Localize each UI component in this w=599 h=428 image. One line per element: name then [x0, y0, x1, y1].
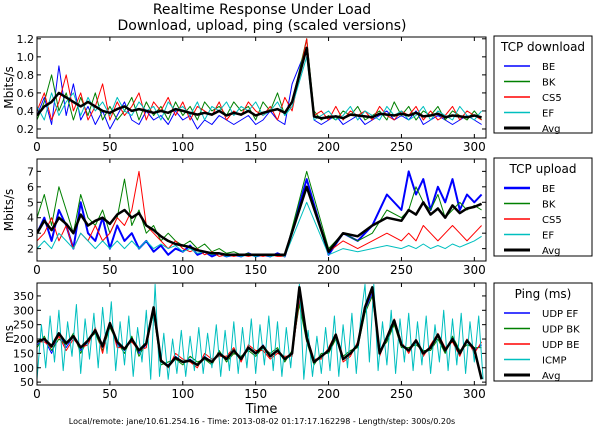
y-tick-label: 4	[27, 212, 34, 225]
legend-entry-bk: BK	[542, 78, 556, 89]
x-tick-label: 250	[390, 263, 413, 277]
legend: Ping (ms) UDP EF UDP BK UDP BE ICMP Avg	[493, 282, 593, 382]
y-tick-label: 3	[27, 227, 34, 240]
legend-entry-udp-bk: UDP BK	[542, 325, 580, 336]
y-tick-label: 0.4	[17, 105, 35, 118]
x-tick-label: 0	[33, 387, 41, 401]
y-tick-label: 5	[27, 196, 34, 209]
legend: TCP upload BE BK CS5 EF Avg	[493, 157, 593, 257]
legend-entry-icmp: ICMP	[542, 356, 567, 367]
download-panel: 0 50 100 150 200 250 300 0.2 0.4 0.6 0.8 1.0 1.2 Mbit…	[2, 33, 593, 154]
upload-panel: 0 50 100 150 200 250 300 2 3 4 5 6 7 Mbits/s TCP uploa…	[2, 157, 593, 277]
chart-title-line-1: Realtime Response Under Load	[153, 2, 371, 18]
x-tick-label: 200	[317, 387, 340, 401]
x-tick-label: 300	[463, 263, 486, 277]
y-tick-label: 100	[13, 362, 34, 375]
legend-title: Ping (ms)	[515, 287, 572, 301]
legend-entry-cs5: CS5	[542, 215, 562, 226]
y-axis-label: Mbits/s	[2, 66, 16, 109]
series-group	[37, 170, 483, 258]
y-tick-label: 200	[13, 333, 34, 346]
series-line-avg	[37, 46, 482, 120]
legend: TCP download BE BK CS5 EF Avg	[493, 35, 593, 135]
legend-box	[493, 282, 593, 382]
series-line-avg	[37, 185, 483, 257]
x-tick-label: 250	[390, 387, 413, 401]
legend-entry-be: BE	[542, 62, 555, 73]
axes-frame	[36, 36, 487, 139]
legend-entry-avg: Avg	[542, 371, 561, 382]
x-tick-label: 50	[102, 263, 117, 277]
series-group	[37, 283, 484, 380]
y-tick-label: 250	[13, 319, 34, 332]
x-tick-label: 150	[244, 140, 267, 154]
y-tick-label: 1.2	[17, 33, 35, 46]
series-group	[37, 38, 482, 130]
x-tick-label: 100	[171, 387, 194, 401]
legend-entry-avg: Avg	[542, 246, 561, 257]
legend-box	[493, 35, 593, 134]
legend-entry-ef: EF	[542, 109, 554, 120]
series-line-icmp	[37, 283, 484, 380]
y-tick-label: 50	[20, 376, 34, 389]
y-tick-label: 300	[13, 304, 34, 317]
series-line-bk	[37, 38, 482, 121]
legend-entry-avg: Avg	[542, 124, 561, 135]
x-tick-label: 100	[171, 263, 194, 277]
legend-title: TCP upload	[509, 162, 577, 176]
series-line-ef	[37, 56, 482, 121]
x-tick-label: 300	[463, 140, 486, 154]
series-line-udp-bk	[37, 295, 482, 366]
axes-frame	[36, 158, 487, 262]
legend-entry-bk: BK	[542, 200, 556, 211]
x-tick-label: 250	[390, 140, 413, 154]
y-tick-label: 7	[27, 165, 34, 178]
y-tick-label: 350	[13, 290, 34, 303]
x-tick-label: 50	[102, 387, 117, 401]
x-tick-label: 300	[463, 387, 486, 401]
series-line-ef	[37, 201, 482, 257]
ping-panel: 0 50 100 150 200 250 30050100150200250300350ms…	[2, 282, 593, 417]
x-tick-label: 0	[33, 263, 41, 277]
legend-entry-ef: EF	[542, 231, 554, 242]
x-tick-label: 200	[317, 140, 340, 154]
x-tick-label: 150	[244, 387, 267, 401]
x-tick-label: 100	[171, 140, 194, 154]
legend-entry-be: BE	[542, 184, 555, 195]
legend-title: TCP download	[500, 40, 585, 54]
footer-info: Local/remote: jane/10.61.254.16 - Time: …	[69, 417, 455, 426]
x-tick-label: 200	[317, 263, 340, 277]
y-axis-label: ms	[2, 325, 16, 343]
chart-title-line-2: Download, upload, ping (scaled versions)	[118, 18, 407, 34]
y-tick-label: 150	[13, 347, 34, 360]
axes-frame	[36, 282, 487, 386]
y-tick-label: 2	[27, 243, 34, 256]
x-tick-label: 0	[33, 140, 41, 154]
x-tick-label: 50	[102, 140, 117, 154]
y-axis-label: Mbits/s	[2, 189, 16, 232]
series-line-bk	[37, 170, 482, 257]
x-axis-label: Time	[245, 402, 278, 417]
y-tick-label: 0.2	[17, 123, 35, 136]
legend-box	[493, 157, 593, 257]
y-tick-label: 6	[27, 181, 34, 194]
legend-entry-cs5: CS5	[542, 93, 562, 104]
y-tick-label: 0.6	[17, 87, 35, 100]
series-line-avg	[37, 286, 483, 380]
legend-entry-udp-ef: UDP EF	[542, 309, 579, 320]
y-tick-label: 1.0	[17, 51, 35, 64]
x-tick-label: 150	[244, 263, 267, 277]
y-tick-label: 0.8	[17, 69, 35, 82]
legend-entry-udp-be: UDP BE	[542, 340, 579, 351]
